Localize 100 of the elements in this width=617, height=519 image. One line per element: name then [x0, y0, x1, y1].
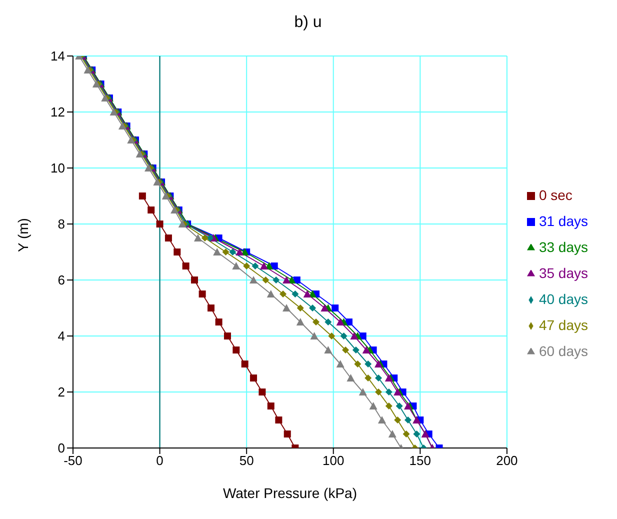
y-tick-label: 6	[58, 272, 65, 288]
point	[303, 290, 312, 298]
y-tick-label: 12	[50, 104, 65, 120]
point	[413, 430, 420, 438]
point	[92, 80, 100, 88]
x-tick-label: -50	[64, 453, 82, 468]
legend-label: 60 days	[538, 343, 588, 359]
point	[258, 388, 266, 396]
point	[118, 122, 126, 130]
point	[280, 290, 287, 298]
legend-label: 35 days	[538, 265, 588, 281]
point	[156, 220, 164, 228]
point	[328, 332, 336, 340]
point	[385, 402, 392, 410]
point	[342, 346, 350, 354]
point	[312, 318, 320, 326]
point	[243, 262, 250, 270]
point	[198, 290, 206, 298]
point	[282, 304, 291, 312]
point	[232, 262, 240, 270]
point	[148, 206, 155, 214]
point	[340, 332, 348, 340]
point	[332, 304, 339, 312]
legend-label: 40 days	[538, 291, 588, 307]
point	[364, 374, 372, 382]
point	[396, 402, 403, 410]
legend-label: 33 days	[538, 239, 588, 255]
point	[375, 388, 382, 396]
point	[207, 304, 214, 312]
y-tick-label: 8	[58, 216, 65, 232]
point	[191, 276, 198, 284]
point	[136, 150, 144, 158]
point	[194, 234, 202, 242]
y-tick-label: 14	[50, 48, 65, 64]
point	[174, 248, 181, 256]
point	[359, 332, 366, 340]
point	[178, 220, 186, 228]
y-axis-title: Y (m)	[14, 218, 31, 252]
point	[252, 262, 259, 270]
point	[250, 276, 258, 284]
x-tick-label: 150	[409, 453, 432, 468]
point	[346, 374, 355, 382]
y-tick-label: 4	[58, 328, 65, 344]
point	[324, 318, 332, 326]
point	[324, 346, 332, 354]
point	[222, 248, 230, 256]
point	[266, 290, 275, 298]
point	[213, 248, 222, 256]
point	[182, 262, 190, 270]
point	[84, 66, 92, 74]
point	[267, 402, 274, 410]
point	[206, 234, 214, 242]
y-tick-label: 10	[50, 160, 65, 176]
point	[272, 276, 280, 284]
point	[138, 192, 146, 200]
point	[362, 346, 370, 354]
point	[336, 318, 344, 326]
chart-title: b) u	[293, 13, 323, 33]
point	[404, 416, 412, 424]
point	[385, 388, 392, 396]
point	[394, 416, 402, 424]
legend-label: 31 days	[538, 213, 588, 229]
point	[232, 346, 240, 354]
point	[310, 332, 318, 340]
point	[375, 374, 382, 382]
point	[260, 262, 268, 270]
x-tick-label: 0	[156, 453, 164, 468]
x-tick-label: 100	[322, 453, 344, 468]
point	[352, 346, 360, 354]
point	[296, 304, 304, 312]
point	[270, 262, 278, 270]
point	[296, 318, 304, 326]
point	[284, 430, 291, 438]
point	[236, 248, 244, 256]
point	[350, 332, 358, 340]
point	[229, 248, 236, 256]
point	[262, 276, 270, 284]
point	[388, 430, 396, 438]
point	[354, 360, 362, 368]
point	[402, 430, 410, 438]
point	[364, 360, 372, 368]
point	[164, 234, 172, 242]
y-tick-label: 0	[58, 440, 65, 456]
x-axis-title: Water Pressure (kPa)	[222, 485, 358, 501]
point	[358, 388, 367, 396]
point	[320, 304, 329, 312]
point	[282, 276, 291, 284]
point	[110, 108, 118, 116]
x-tick-label: 200	[496, 453, 518, 468]
point	[292, 290, 299, 298]
legend-label: 47 days	[538, 317, 588, 333]
x-tick-label: 50	[239, 453, 254, 468]
point	[369, 402, 378, 410]
point	[293, 276, 300, 284]
point	[378, 416, 386, 424]
point	[224, 332, 231, 340]
point	[201, 234, 208, 242]
point	[336, 360, 344, 368]
y-tick-label: 2	[58, 384, 65, 400]
point	[250, 374, 258, 382]
